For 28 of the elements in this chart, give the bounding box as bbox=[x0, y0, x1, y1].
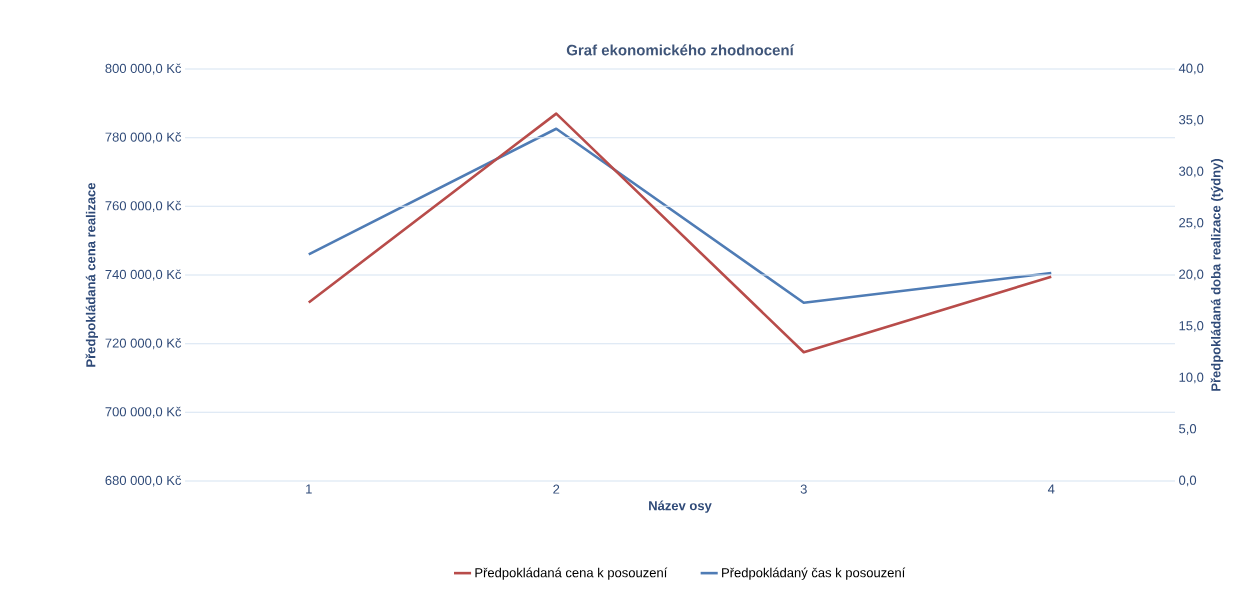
y2-tick-label: 20,0 bbox=[1179, 269, 1204, 281]
x-tick-label: 4 bbox=[1047, 484, 1055, 494]
y2-tick-label: 5,0 bbox=[1179, 424, 1197, 435]
x-axis-title: Název osy bbox=[649, 500, 712, 513]
y2-tick-label: 25,0 bbox=[1179, 218, 1204, 229]
x-tick-label: 1 bbox=[306, 484, 312, 494]
y2-tick-label: 40,0 bbox=[1178, 63, 1204, 75]
y2-axis-title: Předpokládaná doba realizace (týdny) bbox=[1210, 158, 1224, 391]
y-tick-label: 680 000,0 Kč bbox=[105, 475, 182, 487]
y-axis-title: Předpokládaná cena realizace bbox=[85, 182, 98, 367]
y-tick-label: 780 000,0 Kč bbox=[105, 132, 182, 144]
y2-tick-label: 30,0 bbox=[1179, 166, 1204, 178]
x-tick-label: 2 bbox=[553, 484, 560, 494]
y-tick-label: 700 000,0 Kč bbox=[105, 406, 182, 418]
y2-tick-label: 10,0 bbox=[1179, 372, 1204, 384]
x-tick-label: 3 bbox=[800, 484, 807, 494]
y2-tick-label: 15,0 bbox=[1179, 321, 1204, 332]
chart-title: Graf ekonomického zhodnocení bbox=[566, 44, 795, 56]
legend-label: Předpokládaný čas k posouzení bbox=[722, 567, 906, 580]
y2-tick-label: 35,0 bbox=[1179, 115, 1204, 126]
y-tick-label: 720 000,0 Kč bbox=[105, 338, 182, 350]
line-series bbox=[307, 127, 1053, 305]
y2-tick-label: 0,0 bbox=[1179, 475, 1197, 487]
legend-label: Předpokládaná cena k posouzení bbox=[475, 567, 668, 580]
y-tick-label: 760 000,0 Kč bbox=[105, 200, 182, 212]
line-series bbox=[307, 112, 1053, 354]
y-tick-label: 740 000,0 Kč bbox=[105, 269, 182, 281]
y-tick-label: 800 000,0 Kč bbox=[105, 63, 182, 75]
